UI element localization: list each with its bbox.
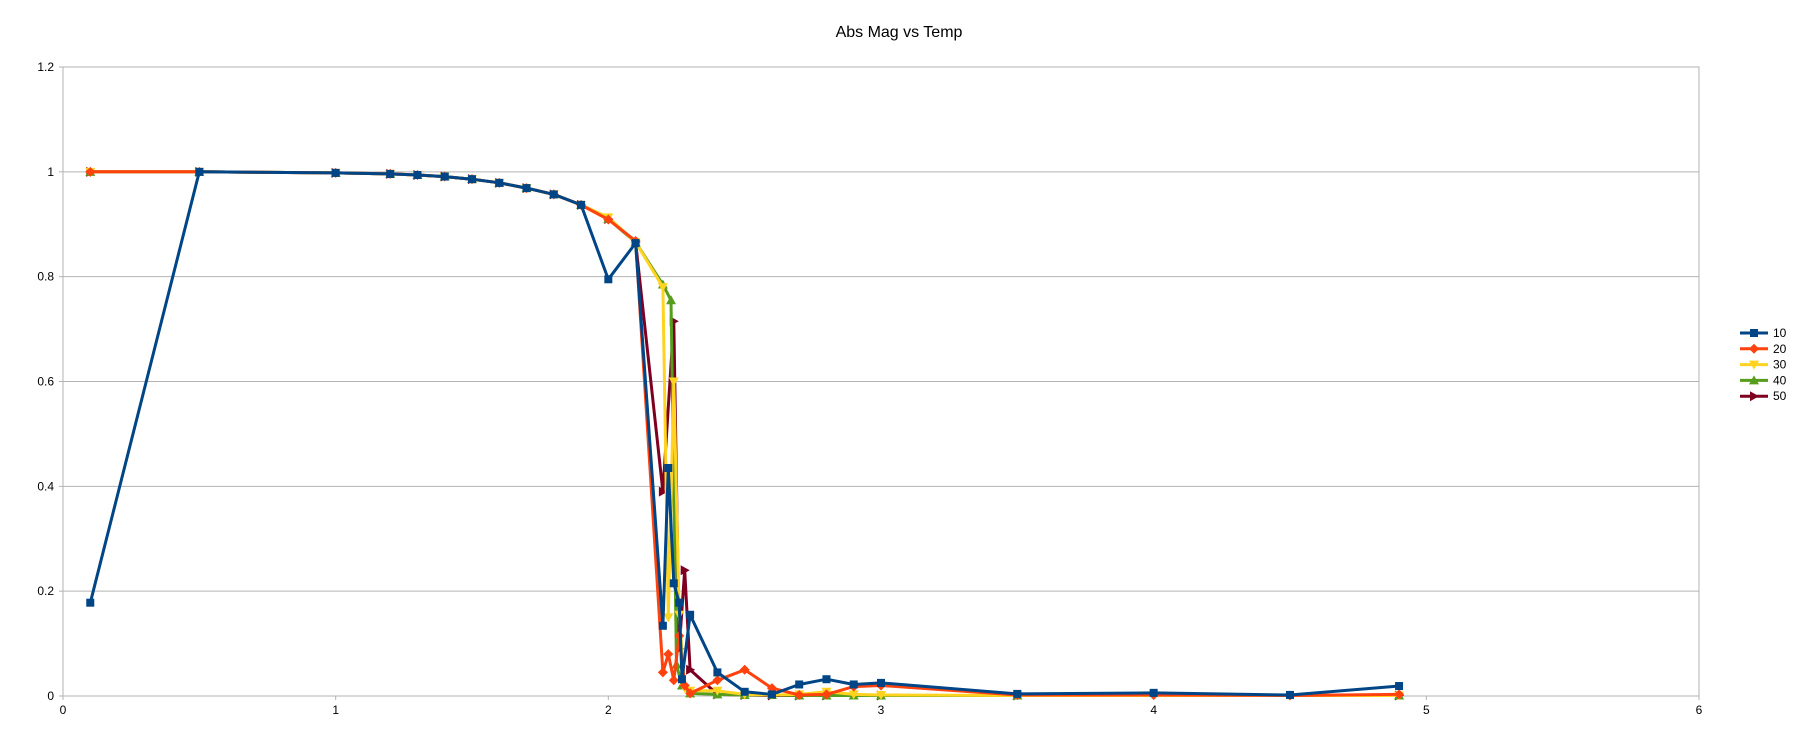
series-50: [86, 166, 1405, 701]
data-point: [1013, 689, 1022, 698]
data-point: [1750, 329, 1758, 337]
data-point: [713, 668, 722, 677]
y-axis-tick-labels: 0 0.2 0.4 0.6 0.8 1 1.2: [37, 60, 63, 703]
data-point: [658, 486, 668, 497]
series-line-50: [90, 170, 1400, 697]
series-line-30: [90, 170, 1400, 697]
data-point: [331, 168, 340, 177]
data-point: [577, 200, 586, 209]
series-20: [85, 166, 1405, 701]
data-point: [195, 167, 204, 176]
legend-item-50: 50: [1740, 389, 1787, 403]
data-point: [85, 166, 96, 177]
data-point: [1750, 391, 1759, 402]
data-point: [386, 169, 395, 178]
data-point: [603, 214, 614, 225]
x-tick-label: 2: [605, 703, 612, 717]
y-tick-label: 1: [47, 165, 54, 179]
data-point: [663, 613, 674, 623]
y-tick-label: 0.6: [37, 375, 54, 389]
y-tick-label: 1.2: [37, 60, 54, 74]
data-point: [877, 678, 885, 687]
data-point: [440, 172, 449, 181]
data-point: [822, 675, 831, 684]
data-point: [739, 664, 750, 675]
data-point: [522, 184, 531, 193]
data-point: [1149, 688, 1158, 697]
data-point: [767, 690, 776, 699]
legend-item-10: 10: [1740, 326, 1787, 340]
x-tick-label: 3: [878, 703, 885, 717]
data-point: [604, 275, 613, 284]
data-point: [712, 686, 723, 696]
data-point: [657, 667, 668, 678]
series-40: [85, 166, 1405, 700]
legend-item-20: 20: [1740, 342, 1787, 356]
data-point: [821, 689, 832, 700]
data-point: [685, 688, 696, 699]
x-tick-label: 0: [60, 703, 67, 717]
legend-label: 10: [1773, 326, 1787, 340]
data-point: [712, 675, 723, 686]
data-point: [631, 239, 640, 248]
data-point: [549, 190, 558, 199]
series-line-40: [90, 170, 1400, 697]
data-point: [740, 687, 749, 696]
data-point: [675, 598, 684, 607]
data-series: [85, 166, 1405, 701]
data-point: [666, 295, 677, 305]
data-point: [1286, 690, 1294, 699]
series-line-20: [90, 170, 1400, 697]
data-point: [1749, 360, 1759, 370]
data-point: [677, 675, 686, 684]
x-tick-label: 5: [1423, 703, 1430, 717]
y-tick-label: 0: [47, 689, 54, 703]
y-tick-label: 0.8: [37, 270, 54, 284]
data-point: [1749, 375, 1759, 385]
data-point: [657, 283, 668, 293]
chart-title: Abs Mag vs Temp: [836, 24, 963, 41]
data-point: [413, 170, 422, 179]
x-tick-label: 1: [332, 703, 339, 717]
x-tick-label: 4: [1150, 703, 1157, 717]
data-point: [848, 690, 859, 700]
data-point: [664, 463, 673, 472]
data-point: [794, 689, 805, 700]
data-point: [1395, 682, 1404, 691]
data-point: [795, 680, 804, 689]
data-point: [686, 664, 696, 675]
data-point: [663, 649, 674, 660]
gridlines: [63, 171, 1699, 592]
data-point: [1749, 343, 1759, 354]
series-line-10: [88, 170, 1400, 697]
legend-label: 30: [1773, 358, 1787, 372]
legend-item-40: 40: [1740, 373, 1787, 387]
data-point: [849, 680, 858, 689]
y-tick-label: 0.4: [37, 479, 54, 493]
data-point: [86, 598, 95, 607]
data-point: [658, 621, 667, 630]
x-tick-label: 6: [1696, 703, 1703, 717]
data-point: [669, 579, 678, 588]
data-point: [686, 610, 695, 619]
series-30: [85, 167, 1405, 701]
legend-item-30: 30: [1740, 358, 1787, 372]
y-tick-label: 0.2: [37, 584, 54, 598]
legend-label: 50: [1773, 389, 1787, 403]
data-point: [668, 377, 679, 387]
legend-label: 40: [1773, 373, 1787, 387]
data-point: [1394, 689, 1405, 700]
data-point: [468, 175, 476, 184]
data-point: [495, 178, 504, 187]
legend-label: 20: [1773, 342, 1787, 356]
series-10: [86, 167, 1404, 699]
data-point: [876, 690, 886, 700]
data-point: [680, 565, 690, 576]
data-point: [668, 675, 679, 686]
